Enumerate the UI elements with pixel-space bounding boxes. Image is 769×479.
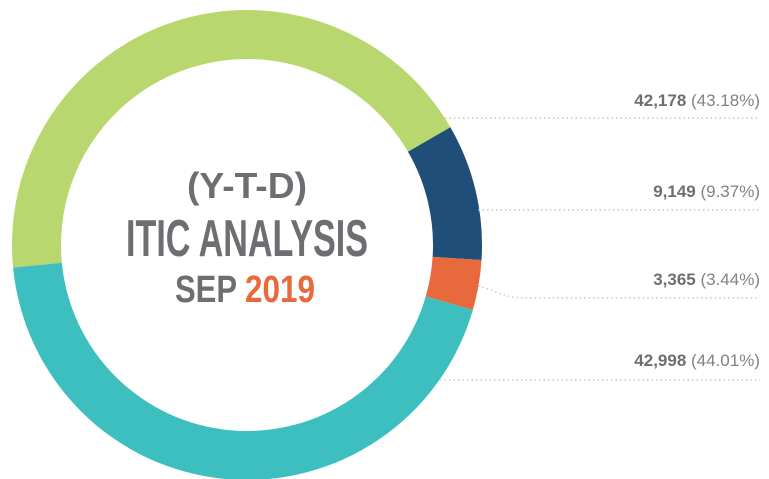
donut-segment	[425, 256, 482, 310]
center-year: 2019	[245, 269, 315, 311]
data-label: 42,178 (43.18%)	[634, 91, 760, 110]
data-label: 42,998 (44.01%)	[634, 351, 760, 370]
percent-label: (3.44%)	[700, 270, 760, 289]
donut	[12, 10, 482, 479]
value-label: 42,178	[634, 91, 686, 110]
donut-segment	[12, 10, 451, 268]
data-label: 3,365 (3.44%)	[653, 270, 760, 289]
data-label: 9,149 (9.37%)	[653, 182, 760, 201]
percent-label: (44.01%)	[691, 351, 760, 370]
center-month: SEP	[175, 269, 237, 311]
center-title: (Y-T-D)	[187, 165, 307, 206]
donut-segment	[13, 262, 473, 479]
value-label: 9,149	[653, 182, 696, 201]
center-title: ITIC ANALYSIS	[126, 210, 368, 268]
value-label: 3,365	[653, 270, 696, 289]
leader-line	[477, 285, 760, 299]
value-label: 42,998	[634, 351, 686, 370]
labels: 42,178 (43.18%) 9,149 (9.37%) 3,365 (3.44%…	[634, 91, 760, 370]
percent-label: (43.18%)	[691, 91, 760, 110]
percent-label: (9.37%)	[700, 182, 760, 201]
donut-segment	[407, 127, 482, 260]
